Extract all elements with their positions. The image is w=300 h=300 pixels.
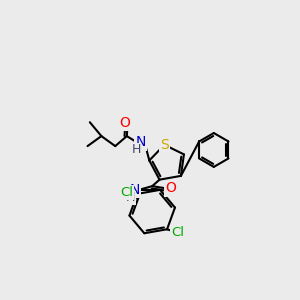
Text: Cl: Cl (120, 186, 133, 199)
Text: H: H (131, 143, 141, 157)
Text: O: O (119, 116, 130, 130)
Text: S: S (160, 138, 169, 152)
Text: H: H (126, 191, 135, 204)
Text: N: N (136, 135, 146, 149)
Text: O: O (165, 182, 176, 196)
Text: N: N (129, 183, 140, 197)
Text: Cl: Cl (171, 226, 184, 239)
